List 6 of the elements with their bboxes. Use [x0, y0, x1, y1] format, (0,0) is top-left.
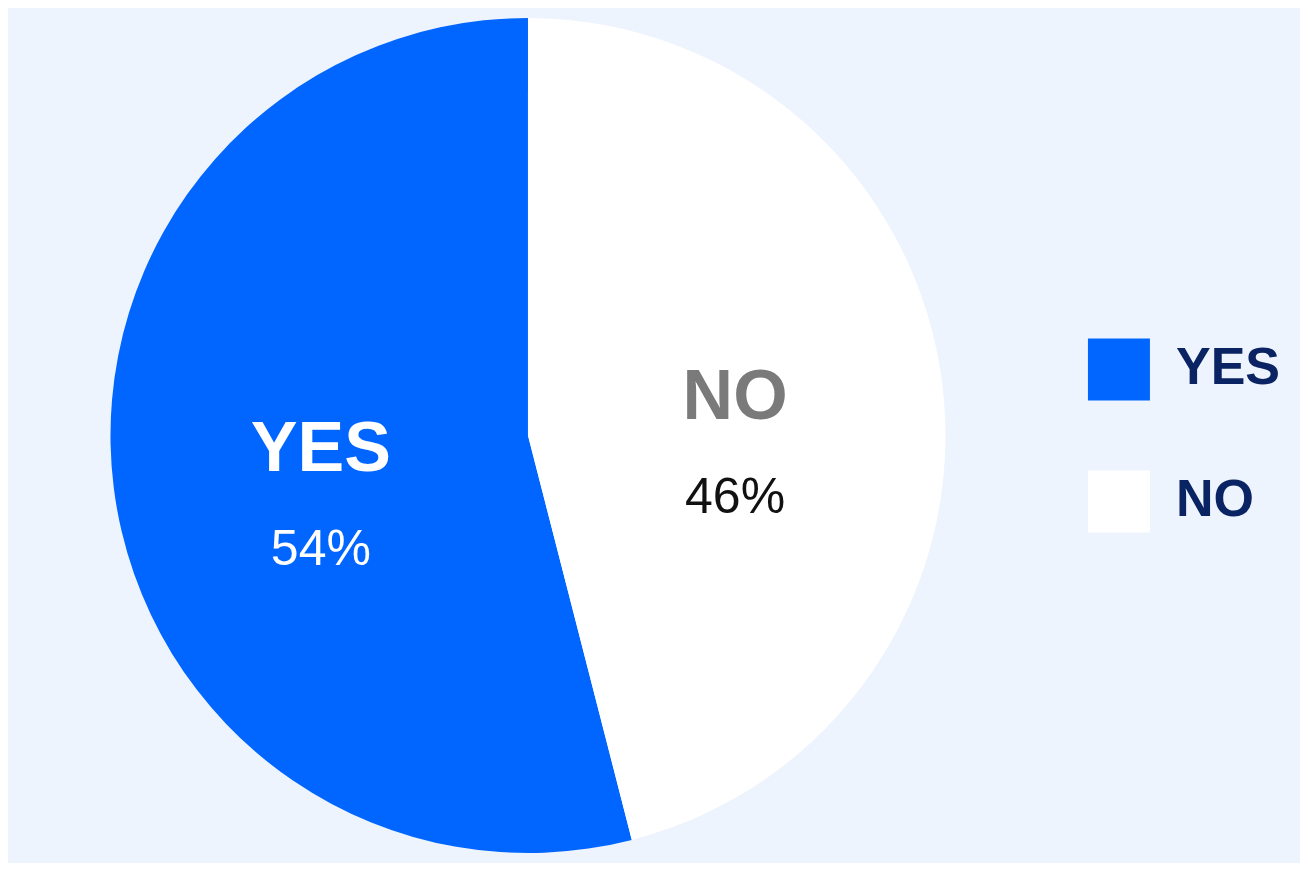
legend-label: NO [1175, 468, 1254, 527]
legend-label: YES [1175, 336, 1281, 395]
slice-label: NO [682, 355, 788, 434]
data-label: 46% [685, 468, 786, 525]
data-label: 54% [270, 520, 371, 577]
slice-label: YES [250, 407, 391, 486]
